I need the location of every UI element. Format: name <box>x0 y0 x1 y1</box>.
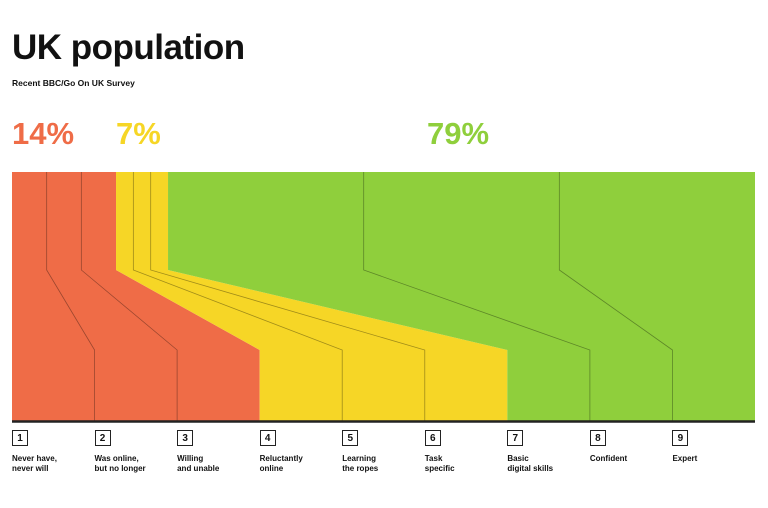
level-label: Basic digital skills <box>507 454 554 473</box>
level-label: Confident <box>589 454 628 463</box>
level-1: 1 Never have, never will <box>12 430 92 474</box>
level-divider-3 <box>80 172 178 421</box>
level-7: 7 Basic digital skills <box>507 430 587 474</box>
level-5: 5 Learning the ropes <box>342 430 422 474</box>
level-label: Never have, never will <box>12 454 57 473</box>
level-number: 9 <box>672 430 689 446</box>
percent-label-yellow: 7% <box>116 116 161 151</box>
level-number: 3 <box>177 430 194 446</box>
level-divider-2 <box>46 172 95 421</box>
level-3: 3 Willing and unable <box>177 430 257 474</box>
level-number: 8 <box>589 430 606 446</box>
page-title: UK population <box>12 28 245 67</box>
group-area-yellow <box>116 172 508 421</box>
level-number: 6 <box>424 430 441 446</box>
level-4: 4 Reluctantly online <box>259 430 340 474</box>
level-label: Reluctantly online <box>259 454 303 473</box>
level-label: Expert <box>672 454 698 463</box>
level-9: 9 Expert <box>672 430 752 464</box>
level-number: 5 <box>342 430 359 446</box>
level-label: Willing and unable <box>177 454 220 473</box>
level-number: 2 <box>94 430 111 446</box>
level-divider-8 <box>363 172 591 421</box>
group-area-red <box>12 172 260 421</box>
level-divider-5 <box>132 172 343 421</box>
group-area-green <box>168 172 755 421</box>
level-6: 6 Task specific <box>424 430 505 474</box>
percent-label-red: 14% <box>12 116 75 151</box>
level-divider-9 <box>558 172 673 421</box>
level-number: 7 <box>507 430 524 446</box>
level-8: 8 Confident <box>589 430 670 464</box>
level-number: 4 <box>259 430 276 446</box>
level-label: Task specific <box>424 454 455 473</box>
level-label: Learning the ropes <box>342 454 379 473</box>
level-number: 1 <box>12 430 28 446</box>
level-divider-6 <box>150 172 426 421</box>
percent-label-green: 79% <box>427 116 490 151</box>
level-label: Was online, but no longer <box>94 454 146 473</box>
page-subtitle: Recent BBC/Go On UK Survey <box>12 78 135 88</box>
level-2: 2 Was online, but no longer <box>94 430 175 474</box>
